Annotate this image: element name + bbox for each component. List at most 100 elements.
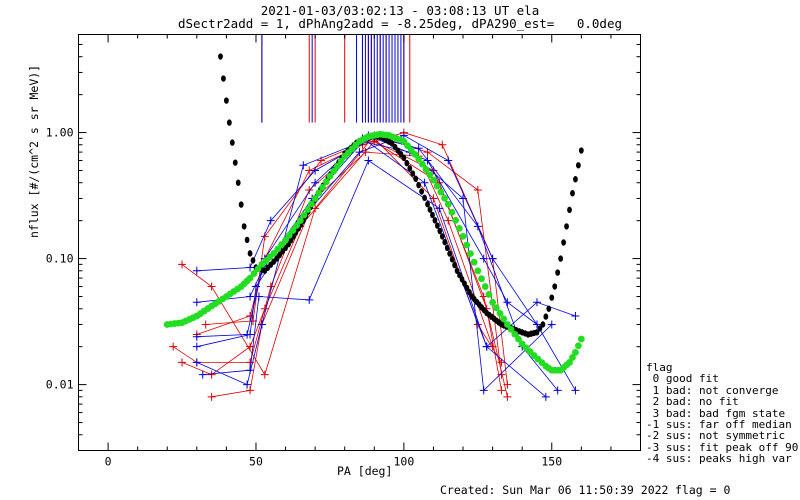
data-point-red xyxy=(260,370,269,379)
fit-point xyxy=(578,147,584,154)
data-point-blue xyxy=(243,330,252,339)
plot-subtitle: dSectr2add = 1, dPhAng2add = -8.25deg, d… xyxy=(177,16,622,31)
plot-frame xyxy=(78,34,641,451)
data-point-red xyxy=(178,358,187,367)
data-point-blue xyxy=(423,156,432,165)
fit-point xyxy=(232,159,238,166)
model-point xyxy=(455,224,463,232)
fit-point xyxy=(401,154,407,162)
data-point-blue xyxy=(198,370,207,379)
fit-point xyxy=(575,162,581,169)
fit-point xyxy=(564,223,569,230)
data-point-red xyxy=(473,186,482,195)
fit-point xyxy=(452,261,458,269)
model-point xyxy=(433,182,441,190)
model-point xyxy=(415,155,423,163)
data-point-blue xyxy=(479,254,488,263)
data-point-blue xyxy=(571,386,580,395)
fit-point xyxy=(250,257,256,264)
fit-point xyxy=(416,181,422,189)
data-point-blue xyxy=(435,204,444,213)
data-point-blue xyxy=(503,298,512,307)
data-point-red xyxy=(503,380,512,389)
y-tick-label: 0.01 xyxy=(46,378,74,392)
fit-point xyxy=(238,201,244,208)
model-point xyxy=(250,270,258,277)
fit-point xyxy=(537,325,543,332)
data-point-blue xyxy=(246,366,255,375)
model-point xyxy=(496,309,504,317)
data-point-blue xyxy=(192,332,201,341)
model-point xyxy=(270,249,278,257)
data-point-blue xyxy=(553,386,562,395)
data-point-red xyxy=(438,140,447,149)
fit-point xyxy=(404,159,410,167)
legend-entry: -4 sus: peaks high var xyxy=(646,452,792,466)
legend-entry: -3 sus: fit peak off 90 xyxy=(646,440,799,454)
data-series xyxy=(169,128,580,401)
x-tick-label: 50 xyxy=(249,455,263,469)
data-point-blue xyxy=(420,178,429,187)
model-point xyxy=(274,245,282,253)
data-point-blue xyxy=(192,358,201,367)
data-point-blue xyxy=(482,342,491,351)
data-point-blue xyxy=(414,144,423,153)
model-point xyxy=(296,217,304,225)
fit-point xyxy=(444,244,450,252)
fit-point xyxy=(226,119,232,126)
model-point xyxy=(507,325,515,333)
fit-point xyxy=(549,294,555,301)
x-tick-label: 150 xyxy=(541,455,562,469)
model-point xyxy=(282,236,289,244)
model-point xyxy=(463,241,471,249)
data-point-red xyxy=(305,186,314,195)
data-point-red xyxy=(260,304,269,313)
data-point-blue xyxy=(479,386,488,395)
model-point xyxy=(481,283,489,290)
data-point-red xyxy=(169,342,178,351)
fit-point xyxy=(430,211,435,219)
fit-point xyxy=(573,176,578,183)
data-point-red xyxy=(178,260,187,269)
fit-point xyxy=(552,283,558,290)
data-point-blue xyxy=(266,216,275,225)
legend-entry: -1 sus: far off median xyxy=(646,418,792,432)
legend-entry: 2 bad: no fit xyxy=(646,395,739,409)
model-point xyxy=(574,342,582,350)
model-point xyxy=(470,258,478,266)
fit-point xyxy=(546,305,552,312)
model-point xyxy=(315,189,323,197)
fit-point xyxy=(427,206,433,213)
model-point xyxy=(441,194,448,202)
model-point xyxy=(444,200,452,208)
data-point-blue xyxy=(541,392,550,401)
series-line-blue xyxy=(202,159,547,398)
fit-point xyxy=(449,256,455,263)
data-point-blue xyxy=(257,320,266,329)
flag-legend: flag 0 good fit 1 bad: not converge 2 ba… xyxy=(646,362,798,465)
data-point-red xyxy=(497,386,506,395)
model-point xyxy=(485,291,493,298)
model-point xyxy=(418,160,426,168)
data-point-red xyxy=(503,392,512,401)
data-point-blue xyxy=(305,295,314,304)
fit-point xyxy=(558,255,564,262)
model-point xyxy=(459,232,467,240)
model-point xyxy=(300,211,308,219)
model-point xyxy=(503,321,511,328)
model-point xyxy=(326,172,334,180)
model-point xyxy=(478,275,485,283)
model-point xyxy=(322,178,330,186)
model-point xyxy=(289,227,297,234)
model-point xyxy=(489,298,497,306)
series-line-red xyxy=(196,132,508,385)
fit-point xyxy=(425,201,430,208)
model-point xyxy=(304,206,312,213)
model-point xyxy=(426,171,434,179)
model-point xyxy=(577,335,585,343)
fit-point xyxy=(437,227,443,235)
fit-point xyxy=(534,329,540,336)
model-point xyxy=(319,183,326,191)
model-point xyxy=(254,265,262,273)
fit-point xyxy=(540,321,546,328)
